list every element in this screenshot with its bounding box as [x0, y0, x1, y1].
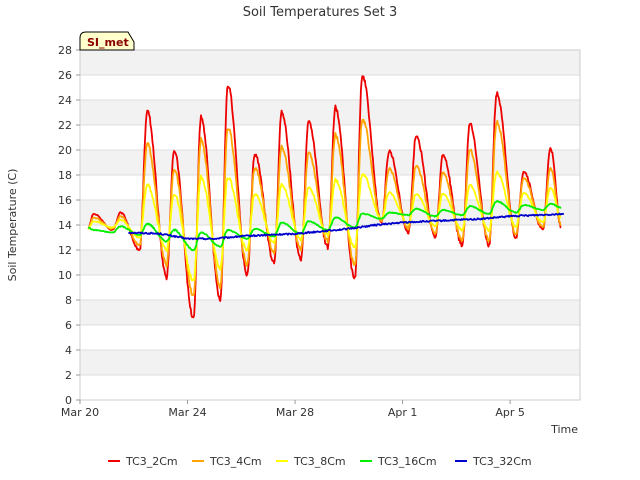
- legend-label: TC3_16Cm: [377, 455, 437, 468]
- x-tick-label: Mar 20: [61, 406, 99, 419]
- legend: TC3_2Cm TC3_4Cm TC3_8Cm TC3_16Cm TC3_32Cm: [108, 455, 532, 468]
- y-tick-label: 22: [58, 119, 72, 132]
- grid-band: [80, 300, 580, 325]
- site-label-box: SI_met: [79, 31, 135, 51]
- legend-label: TC3_2Cm: [125, 455, 178, 468]
- grid-band: [80, 250, 580, 275]
- y-tick-label: 12: [58, 244, 72, 257]
- grid-band: [80, 50, 580, 75]
- y-tick-label: 0: [65, 394, 72, 407]
- y-tick-label: 20: [58, 144, 72, 157]
- grid-band: [80, 350, 580, 375]
- x-axis-ticks: Mar 20 Mar 24 Mar 28 Apr 1 Apr 5: [61, 400, 525, 419]
- y-tick-label: 4: [65, 344, 72, 357]
- site-label-tag: [79, 31, 135, 51]
- data-series: [87, 75, 564, 319]
- legend-label: TC3_32Cm: [472, 455, 532, 468]
- y-tick-label: 6: [65, 319, 72, 332]
- y-tick-label: 14: [58, 219, 72, 232]
- series-line-tc3-32cm: [128, 212, 564, 241]
- x-tick-label: Apr 5: [495, 406, 525, 419]
- y-tick-label: 26: [58, 69, 72, 82]
- chart-title: Soil Temperatures Set 3: [243, 5, 398, 20]
- y-tick-label: 8: [65, 294, 72, 307]
- site-label: SI_met: [87, 36, 129, 49]
- grid-band: [80, 100, 580, 125]
- y-tick-label: 18: [58, 169, 72, 182]
- legend-label: TC3_8Cm: [293, 455, 346, 468]
- y-tick-label: 2: [65, 369, 72, 382]
- x-axis-label: Time: [550, 423, 578, 436]
- y-axis-label: Soil Temperature (C): [6, 169, 19, 282]
- series-line-tc3-16cm: [87, 200, 562, 252]
- x-tick-label: Mar 28: [276, 406, 314, 419]
- y-tick-label: 16: [58, 194, 72, 207]
- legend-label: TC3_4Cm: [209, 455, 262, 468]
- y-tick-label: 10: [58, 269, 72, 282]
- y-tick-label: 28: [58, 44, 72, 57]
- y-tick-label: 24: [58, 94, 72, 107]
- x-tick-label: Mar 24: [168, 406, 206, 419]
- x-tick-label: Apr 1: [388, 406, 418, 419]
